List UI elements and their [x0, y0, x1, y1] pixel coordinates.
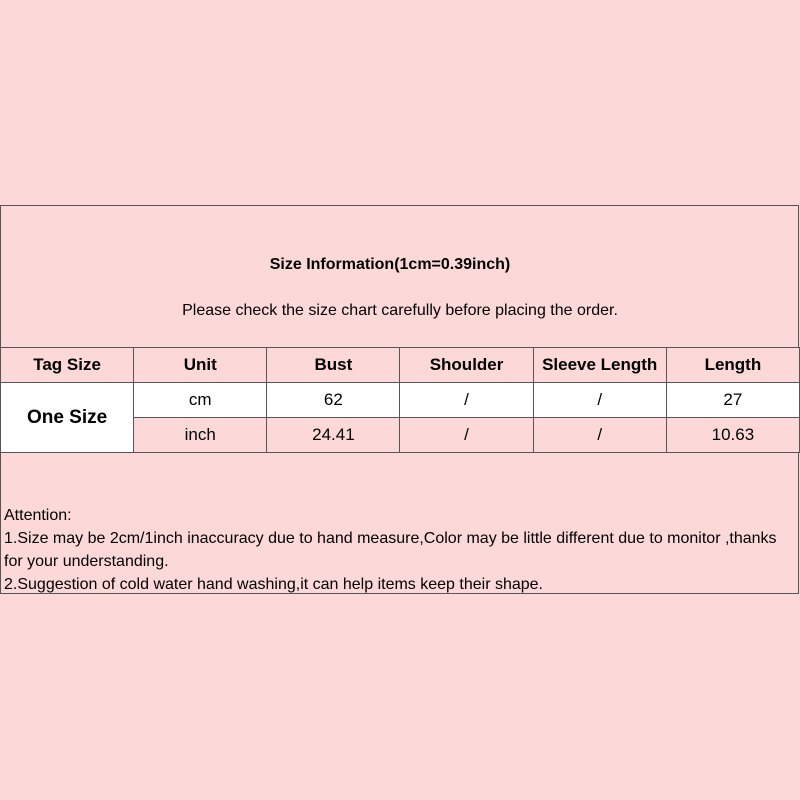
table-row: inch 24.41 / / 10.63: [0, 417, 800, 453]
table-cell: 10.63: [665, 417, 800, 453]
header-cell: Tag Size: [0, 347, 135, 383]
header-cell: Unit: [133, 347, 268, 383]
table-row: One Size cm 62 / / 27: [0, 382, 800, 453]
attention-heading: Attention:: [4, 507, 72, 524]
page-title: Size Information(1cm=0.39inch): [269, 256, 511, 273]
attention-line: 2.Suggestion of cold water hand washing,…: [4, 576, 543, 593]
tag-size-cell: One Size: [0, 382, 135, 453]
table-cell: /: [399, 382, 534, 418]
attention-notes: Attention: 1.Size may be 2cm/1inch inacc…: [4, 504, 794, 596]
header-cell: Shoulder: [399, 347, 534, 383]
attention-line: 1.Size may be 2cm/1inch inaccuracy due t…: [4, 530, 777, 570]
table-cell: inch: [133, 417, 268, 453]
subtitle: Please check the size chart carefully be…: [182, 302, 618, 319]
header-cell: Length: [665, 347, 800, 383]
header-cell: Bust: [266, 347, 401, 383]
table-cell: /: [532, 417, 667, 453]
table-cell: 62: [266, 382, 401, 418]
table-cell: /: [399, 417, 534, 453]
header-cell: Sleeve Length: [532, 347, 667, 383]
table-header-row: Tag Size Unit Bust Shoulder Sleeve Lengt…: [0, 347, 800, 383]
size-table: Tag Size Unit Bust Shoulder Sleeve Lengt…: [0, 347, 800, 453]
table-cell: cm: [133, 382, 268, 418]
table-cell: 24.41: [266, 417, 401, 453]
table-cell: /: [532, 382, 667, 418]
table-cell: 27: [665, 382, 800, 418]
